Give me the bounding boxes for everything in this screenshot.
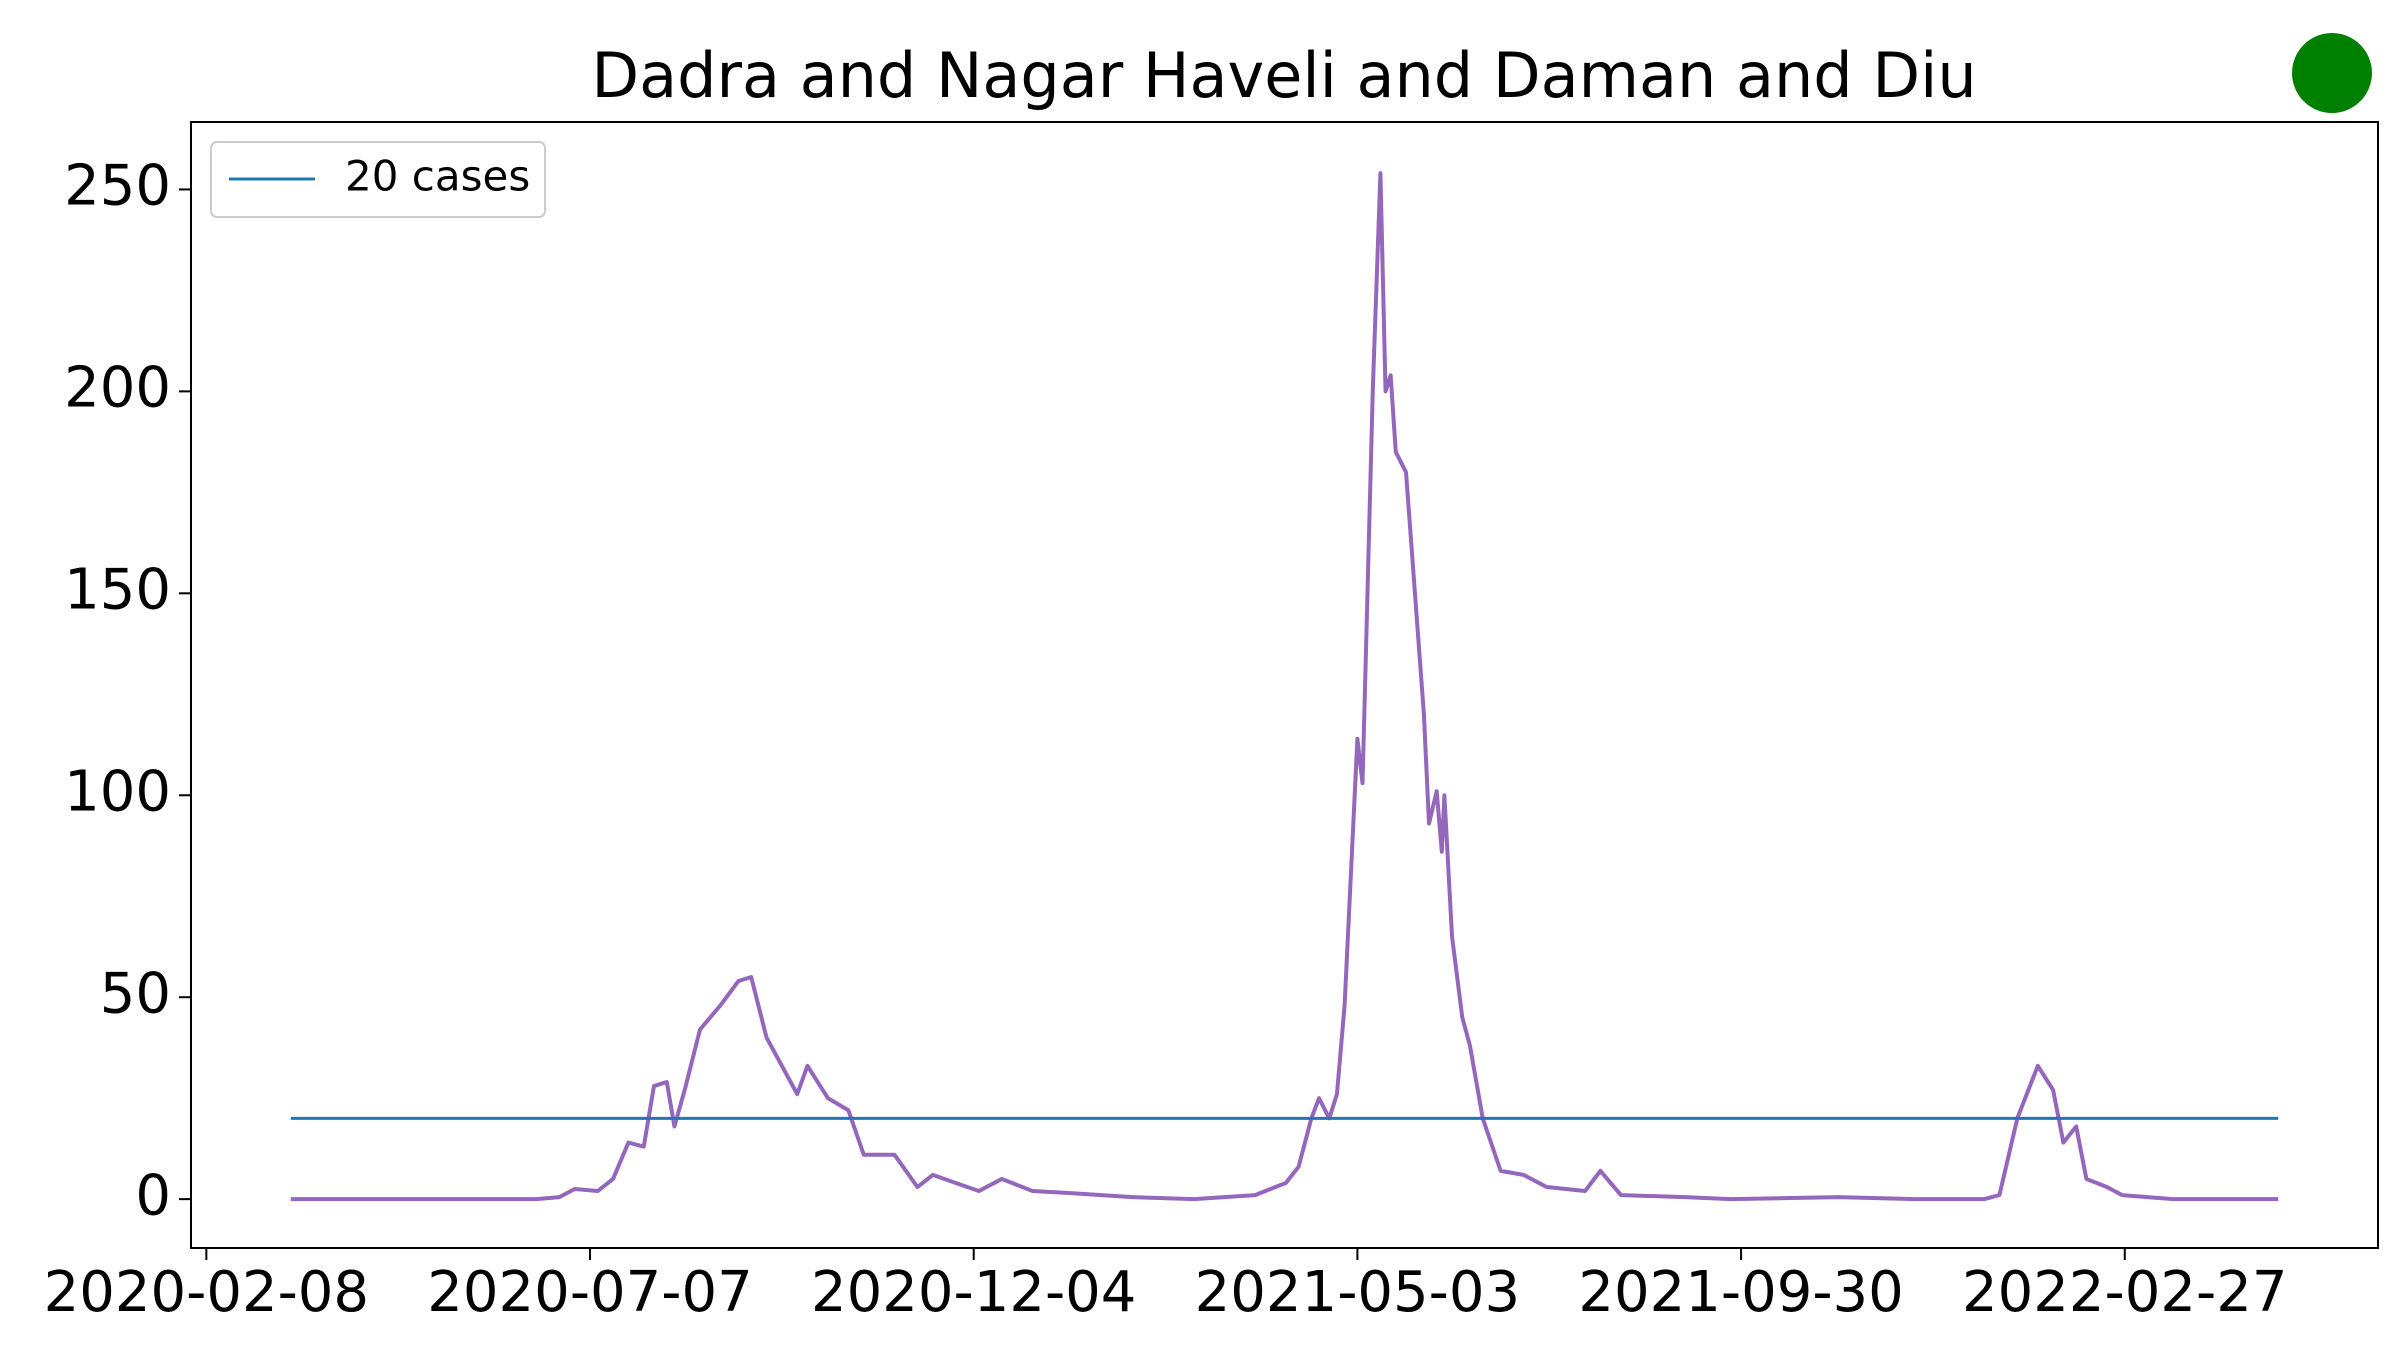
y-tick-label: 0 — [135, 1163, 171, 1228]
x-tick-label: 2022-02-27 — [1962, 1260, 2287, 1325]
plot-frame — [190, 121, 2379, 1249]
legend-box — [210, 141, 546, 218]
legend: 20 cases — [210, 141, 546, 218]
y-tick-label: 100 — [64, 759, 171, 824]
y-tick-label: 50 — [100, 961, 171, 1026]
legend-label: 20 cases — [345, 152, 530, 201]
x-tick-label: 2021-09-30 — [1578, 1260, 1903, 1325]
chart-title: Dadra and Nagar Haveli and Daman and Diu — [591, 39, 1976, 112]
x-tick-label: 2021-05-03 — [1195, 1260, 1520, 1325]
y-tick-label: 250 — [64, 154, 171, 219]
x-tick-label: 2020-02-08 — [44, 1260, 369, 1325]
x-tick-label: 2020-12-04 — [811, 1260, 1136, 1325]
y-tick-label: 200 — [64, 356, 171, 421]
y-tick-label: 150 — [64, 557, 171, 622]
status-indicator — [2292, 33, 2372, 113]
data-line — [290, 171, 2279, 1202]
x-tick-label: 2020-07-07 — [427, 1260, 752, 1325]
